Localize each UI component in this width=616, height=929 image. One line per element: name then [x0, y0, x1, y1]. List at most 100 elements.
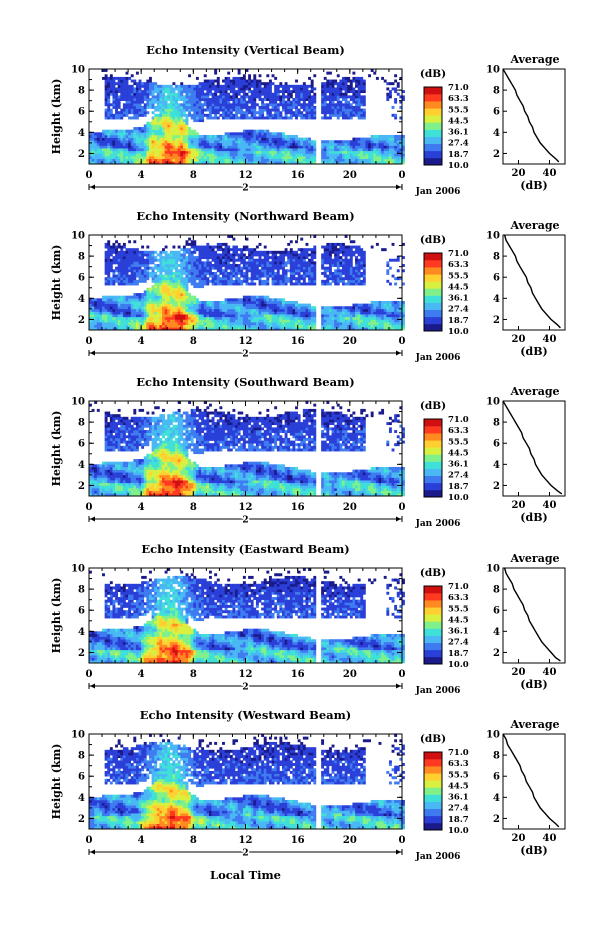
- heatmap-cell: [188, 137, 192, 141]
- heatmap-cell: [164, 142, 168, 146]
- heatmap-cell: [250, 274, 254, 278]
- heatmap-cell: [99, 134, 103, 138]
- heatmap-cell: [177, 279, 181, 283]
- heatmap-cell: [365, 158, 369, 162]
- heatmap-cell: [258, 108, 262, 112]
- heatmap-cell: [156, 129, 160, 133]
- heatmap-cell: [261, 264, 265, 267]
- heatmap-cell: [104, 153, 108, 157]
- heatmap-cell: [133, 271, 137, 275]
- heatmap-cell: [143, 314, 147, 318]
- heatmap-cell: [344, 142, 348, 146]
- heatmap-cell: [201, 142, 205, 146]
- heatmap-cell: [190, 84, 194, 88]
- heatmap-cell: [206, 79, 210, 83]
- heatmap-cell: [172, 148, 176, 152]
- heatmap-cell: [289, 303, 293, 307]
- heatmap-cell: [255, 324, 259, 328]
- heatmap-cell: [352, 142, 356, 146]
- heatmap-cell: [109, 245, 113, 249]
- heatmap-cell: [229, 300, 233, 304]
- heatmap-cell: [177, 258, 181, 262]
- heatmap-cell: [255, 277, 259, 281]
- heatmap-cell: [130, 90, 134, 94]
- heatmap-cell: [190, 98, 194, 101]
- heatmap-cell: [274, 277, 278, 281]
- heatmap-cell: [91, 303, 95, 307]
- heatmap-cell: [167, 306, 171, 310]
- heatmap-cell: [169, 100, 173, 104]
- heatmap-cell: [89, 158, 92, 162]
- heatmap-cell: [112, 327, 116, 331]
- heatmap-cell: [138, 127, 142, 130]
- heatmap-cell: [300, 92, 304, 96]
- heatmap-cell: [115, 314, 118, 318]
- heatmap-cell: [112, 113, 116, 117]
- heatmap-cell: [339, 142, 343, 146]
- heatmap-cell: [271, 303, 275, 307]
- heatmap-cell: [182, 256, 186, 260]
- heatmap-cell: [167, 87, 171, 91]
- heatmap-cell: [268, 256, 272, 260]
- heatmap-cell: [323, 153, 327, 157]
- heatmap-cell: [146, 258, 150, 262]
- heatmap-cell: [229, 156, 233, 160]
- heatmap-cell: [229, 82, 233, 86]
- heatmap-cell: [224, 316, 228, 320]
- heatmap-cell: [104, 134, 108, 138]
- heatmap-cell: [229, 271, 233, 275]
- heatmap-cell: [156, 137, 160, 141]
- heatmap-cell: [167, 261, 171, 265]
- heatmap-cell: [399, 76, 403, 80]
- heatmap-cell: [289, 148, 293, 152]
- heatmap-cell: [224, 298, 228, 302]
- heatmap-cell: [352, 150, 356, 154]
- heatmap-cell: [276, 156, 280, 160]
- heatmap-cell: [266, 306, 270, 310]
- heatmap-cell: [133, 266, 137, 270]
- heatmap-cell: [115, 158, 118, 162]
- heatmap-cell: [222, 156, 225, 160]
- heatmap-cell: [399, 158, 403, 162]
- heatmap-cell: [112, 277, 116, 281]
- heatmap-cell: [339, 90, 343, 94]
- heatmap-cell: [282, 108, 285, 112]
- heatmap-cell: [258, 261, 262, 265]
- heatmap-cell: [177, 282, 181, 286]
- heatmap-cell: [402, 158, 405, 162]
- heatmap-cell: [289, 277, 293, 281]
- heatmap-cell: [255, 87, 259, 91]
- heatmap-cell: [102, 158, 105, 162]
- heatmap-cell: [219, 100, 223, 104]
- heatmap-cell: [274, 105, 278, 109]
- heatmap-cell: [229, 84, 233, 88]
- heatmap-cell: [258, 74, 262, 78]
- heatmap-cell: [235, 100, 238, 104]
- heatmap-cell: [274, 111, 278, 115]
- heatmap-cell: [154, 300, 158, 304]
- heatmap-cell: [339, 153, 343, 157]
- heatmap-cell: [308, 158, 312, 162]
- heatmap-cell: [331, 145, 335, 149]
- heatmap-cell: [203, 150, 207, 154]
- heatmap-cell: [279, 111, 283, 115]
- heatmap-cell: [271, 314, 275, 318]
- heatmap-cell: [180, 327, 184, 331]
- heatmap-cell: [373, 71, 377, 75]
- heatmap-cell: [388, 145, 392, 149]
- heatmap-cell: [146, 324, 150, 328]
- heatmap-cell: [284, 324, 288, 328]
- heatmap-cell: [104, 103, 108, 107]
- heatmap-cell: [232, 156, 236, 160]
- heatmap-cell: [151, 95, 155, 99]
- heatmap-cell: [133, 319, 137, 323]
- heatmap-cell: [328, 90, 332, 94]
- heatmap-cell: [235, 111, 238, 115]
- heatmap-cell: [180, 121, 184, 125]
- heatmap-cell: [115, 322, 118, 326]
- heatmap-cell: [219, 134, 223, 138]
- heatmap-cell: [253, 105, 257, 109]
- heatmap-cell: [169, 121, 173, 125]
- heatmap-cell: [143, 92, 147, 96]
- heatmap-cell: [362, 145, 366, 149]
